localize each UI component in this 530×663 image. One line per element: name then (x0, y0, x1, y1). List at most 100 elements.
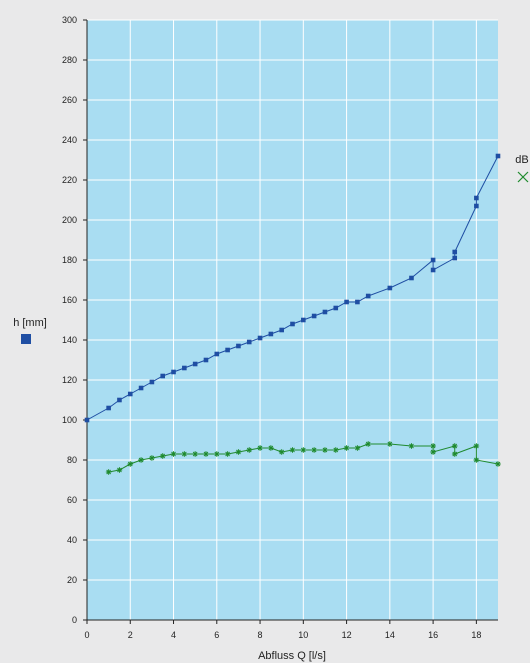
y-tick-label: 240 (62, 135, 77, 145)
series-h-point (236, 343, 241, 349)
series-h-point (452, 249, 458, 255)
series-h-point (474, 195, 479, 201)
series-db-point (127, 461, 134, 467)
x-tick-label: 14 (385, 630, 395, 640)
x-tick-label: 4 (171, 630, 176, 640)
series-h-point (160, 373, 166, 379)
plot-area (87, 20, 498, 620)
series-db-point (300, 447, 307, 453)
series-db-point (473, 457, 480, 463)
series-db-point (430, 449, 436, 455)
series-h-point (106, 405, 111, 411)
x-tick-label: 10 (298, 630, 308, 640)
y-tick-label: 220 (62, 175, 77, 185)
series-h-point (257, 335, 263, 341)
series-db-point (473, 443, 480, 449)
y-tick-label: 80 (67, 455, 77, 465)
series-h-point (117, 397, 122, 403)
y-tick-label: 20 (67, 575, 77, 585)
series-db-point (159, 453, 166, 459)
series-h-point (409, 275, 414, 281)
x-tick-labels: 0 2 4 6 8 10 12 14 16 18 (84, 630, 481, 640)
y-tick-label: 120 (62, 375, 77, 385)
legend-db-label: dB (515, 154, 528, 166)
series-h-point (171, 369, 176, 375)
axes (83, 19, 498, 624)
x-tick-label: 12 (342, 630, 352, 640)
y-tick-label: 180 (62, 255, 77, 265)
series-h-point (355, 299, 360, 305)
series-db-point (105, 469, 112, 475)
series-db-point (235, 449, 242, 455)
x-tick-label: 18 (471, 630, 481, 640)
series-db-point (451, 443, 458, 449)
series-db-point (289, 447, 296, 453)
x-axis-title: Abfluss Q [l/s] (258, 650, 326, 662)
series-h-point (387, 285, 393, 291)
series-h-point (344, 299, 349, 305)
series-db-point (278, 449, 285, 455)
series-h-point (203, 357, 209, 363)
legend-h-label: h [mm] (13, 317, 47, 329)
series-h-point (127, 391, 133, 397)
series-db-point (311, 447, 317, 453)
series-h-point (495, 153, 501, 159)
series-h-point (225, 347, 230, 353)
y-tick-labels: 0 20 40 60 80 100 120 140 160 180 200 220 240 260 280 3… (62, 15, 77, 625)
series-db-point (354, 445, 361, 451)
series-h-point (430, 257, 436, 263)
series-db-point (213, 451, 220, 457)
series-db-point (387, 441, 393, 447)
series-h-point (214, 351, 220, 357)
y-tick-label: 100 (62, 415, 77, 425)
legend-db-x-icon (517, 171, 529, 183)
x-tick-label: 16 (428, 630, 438, 640)
y-tick-label: 0 (72, 615, 77, 625)
series-db-point (170, 451, 177, 457)
series-db-point (322, 447, 328, 453)
legend-h-square-icon (21, 334, 31, 344)
series-h-point (474, 203, 479, 209)
series-h-point (333, 305, 339, 311)
series-db-point (332, 447, 339, 453)
series-h-point (268, 331, 274, 337)
y-tick-label: 300 (62, 15, 77, 25)
series-db-point (192, 451, 198, 457)
series-db-point (495, 461, 501, 467)
x-tick-label: 2 (128, 630, 133, 640)
series-db-point (149, 455, 155, 461)
series-h-point (430, 267, 436, 273)
x-tick-label: 0 (84, 630, 89, 640)
series-h-point (84, 417, 90, 423)
series-h-point (311, 313, 317, 319)
series-db-point (365, 441, 372, 447)
series-h-point (365, 293, 371, 299)
series-h-point (290, 321, 295, 327)
y-tick-label: 40 (67, 535, 77, 545)
series-h-point (322, 309, 328, 315)
y-tick-label: 140 (62, 335, 77, 345)
series-db-point (203, 451, 209, 457)
series-h-point (138, 385, 144, 391)
series-h-point (192, 361, 198, 367)
series-h-point (279, 327, 284, 333)
series-h-point (246, 339, 252, 345)
legend-h: h [mm] (13, 317, 47, 344)
legend-db: dB (515, 154, 529, 183)
series-db-point (138, 457, 144, 463)
series-db-point (451, 451, 458, 457)
y-tick-label: 160 (62, 295, 77, 305)
series-db-point (246, 447, 253, 453)
series-h-point (452, 255, 458, 261)
series-h-point (149, 379, 155, 385)
grid (87, 19, 498, 620)
y-tick-label: 60 (67, 495, 77, 505)
series-db-point (257, 445, 263, 451)
y-tick-label: 260 (62, 95, 77, 105)
series-db-point (343, 445, 350, 451)
series-h-point (182, 365, 187, 371)
x-tick-label: 8 (258, 630, 263, 640)
y-tick-label: 280 (62, 55, 77, 65)
series-db-point (224, 451, 231, 457)
